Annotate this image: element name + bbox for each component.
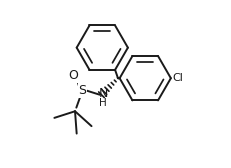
Text: Cl: Cl: [173, 73, 184, 83]
Text: H: H: [99, 98, 107, 108]
Text: N: N: [98, 87, 108, 100]
Text: S: S: [79, 84, 86, 97]
Text: O: O: [68, 69, 78, 82]
